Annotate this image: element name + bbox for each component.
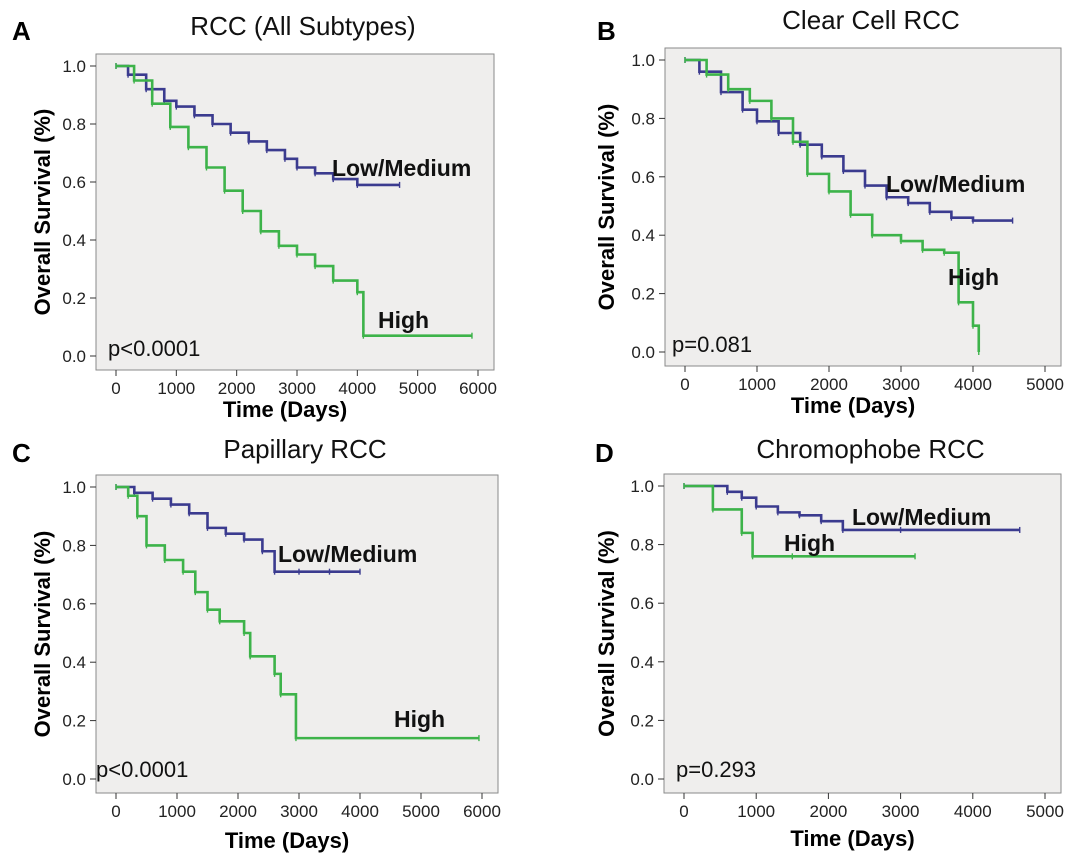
y-tick-label: 0.6 xyxy=(62,173,86,192)
x-axis-label: Time (Days) xyxy=(223,397,347,422)
x-axis-label: Time (Days) xyxy=(791,393,915,418)
series-label: High xyxy=(394,706,445,732)
panel-letter: D xyxy=(595,438,614,468)
y-axis-label: Overall Survival (%) xyxy=(594,104,619,311)
y-tick-label: 1.0 xyxy=(631,51,655,70)
y-tick-label: 0.6 xyxy=(631,168,655,187)
series-label: Low/Medium xyxy=(886,171,1025,197)
y-tick-label: 0.8 xyxy=(631,109,655,128)
x-tick-label: 2000 xyxy=(809,802,847,821)
series-label: High xyxy=(948,264,999,290)
x-tick-label: 3000 xyxy=(280,802,318,821)
x-tick-label: 5000 xyxy=(1026,802,1064,821)
series-label: Low/Medium xyxy=(278,541,417,567)
x-tick-label: 6000 xyxy=(463,802,501,821)
y-tick-label: 0.0 xyxy=(62,770,86,789)
panel-letter: B xyxy=(597,16,616,46)
x-tick-label: 4000 xyxy=(341,802,379,821)
y-tick-label: 0.0 xyxy=(630,770,654,789)
y-tick-label: 0.4 xyxy=(630,653,654,672)
series-line-high xyxy=(685,58,981,352)
panel-c: C Papillary RCC 0.0 0.2 0.4 0.6 0.8 1.0 0 1000 200… xyxy=(12,434,501,853)
x-tick-label: 3000 xyxy=(882,802,920,821)
x-tick-label: 5000 xyxy=(399,379,437,398)
plot-area xyxy=(95,474,499,794)
y-tick-label: 0.6 xyxy=(62,595,86,614)
x-tick-label: 2000 xyxy=(810,375,848,394)
y-tick-label: 0.6 xyxy=(630,594,654,613)
series-label: High xyxy=(784,530,835,556)
x-tick-label: 6000 xyxy=(459,379,497,398)
y-tick-label: 0.0 xyxy=(631,343,655,362)
x-tick-label: 5000 xyxy=(402,802,440,821)
x-tick-label: 1000 xyxy=(158,802,196,821)
panel-a: A RCC (All Subtypes) 0.0 0.2 0.4 0.6 0.8 1.0 0 10… xyxy=(12,11,497,422)
series-line-low-medium xyxy=(685,58,1013,222)
x-tick-label: 0 xyxy=(680,375,689,394)
x-tick-label: 3000 xyxy=(882,375,920,394)
x-tick-label: 0 xyxy=(111,802,120,821)
plot-area xyxy=(664,47,1062,367)
y-tick-label: 0.0 xyxy=(62,347,86,366)
y-tick-label: 0.4 xyxy=(62,231,86,250)
y-axis-label: Overall Survival (%) xyxy=(30,531,55,738)
x-tick-label: 2000 xyxy=(218,379,256,398)
y-tick-label: 1.0 xyxy=(62,478,86,497)
x-tick-label: 4000 xyxy=(954,375,992,394)
p-value-annotation: p<0.0001 xyxy=(108,336,200,361)
y-tick-label: 0.4 xyxy=(62,653,86,672)
y-axis-label: Overall Survival (%) xyxy=(594,530,619,737)
y-tick-label: 1.0 xyxy=(630,477,654,496)
series-label: Low/Medium xyxy=(852,504,991,530)
series-line-high xyxy=(116,485,479,740)
series-line-low-medium xyxy=(116,64,400,187)
plot-area xyxy=(663,473,1062,794)
y-tick-label: 0.2 xyxy=(631,285,655,304)
chart-title: Chromophobe RCC xyxy=(756,434,984,464)
x-tick-label: 2000 xyxy=(219,802,257,821)
y-tick-label: 0.2 xyxy=(630,711,654,730)
y-tick-label: 0.8 xyxy=(630,536,654,555)
series-label: Low/Medium xyxy=(332,155,471,181)
x-tick-label: 5000 xyxy=(1026,375,1064,394)
panel-d: D Chromophobe RCC 0.0 0.2 0.4 0.6 0.8 1.0 0 1000 2… xyxy=(594,434,1064,851)
y-tick-label: 1.0 xyxy=(62,57,86,76)
series-line-high xyxy=(116,64,472,337)
p-value-annotation: p=0.081 xyxy=(672,332,752,357)
p-value-annotation: p<0.0001 xyxy=(96,757,188,782)
x-axis-label: Time (Days) xyxy=(790,826,914,851)
panel-b: B Clear Cell RCC 0.0 0.2 0.4 0.6 0.8 1.0 0 1000 20… xyxy=(594,5,1064,418)
chart-title: Clear Cell RCC xyxy=(782,5,960,35)
y-axis-label: Overall Survival (%) xyxy=(30,109,55,316)
chart-title: RCC (All Subtypes) xyxy=(190,11,415,41)
y-tick-label: 0.8 xyxy=(62,115,86,134)
x-tick-label: 1000 xyxy=(737,802,775,821)
x-tick-label: 3000 xyxy=(278,379,316,398)
x-tick-label: 0 xyxy=(111,379,120,398)
panel-letter: C xyxy=(12,438,31,468)
series-label: High xyxy=(378,307,429,333)
y-tick-label: 0.4 xyxy=(631,226,655,245)
y-tick-label: 0.2 xyxy=(62,289,86,308)
x-tick-label: 0 xyxy=(679,802,688,821)
y-tick-label: 0.8 xyxy=(62,536,86,555)
chart-title: Papillary RCC xyxy=(223,434,386,464)
x-axis-label: Time (Days) xyxy=(225,828,349,853)
x-tick-label: 4000 xyxy=(338,379,376,398)
plot-area xyxy=(95,53,495,371)
y-tick-label: 0.2 xyxy=(62,712,86,731)
p-value-annotation: p=0.293 xyxy=(676,757,756,782)
panel-letter: A xyxy=(12,16,31,46)
x-tick-label: 1000 xyxy=(738,375,776,394)
x-tick-label: 1000 xyxy=(157,379,195,398)
x-tick-label: 4000 xyxy=(954,802,992,821)
